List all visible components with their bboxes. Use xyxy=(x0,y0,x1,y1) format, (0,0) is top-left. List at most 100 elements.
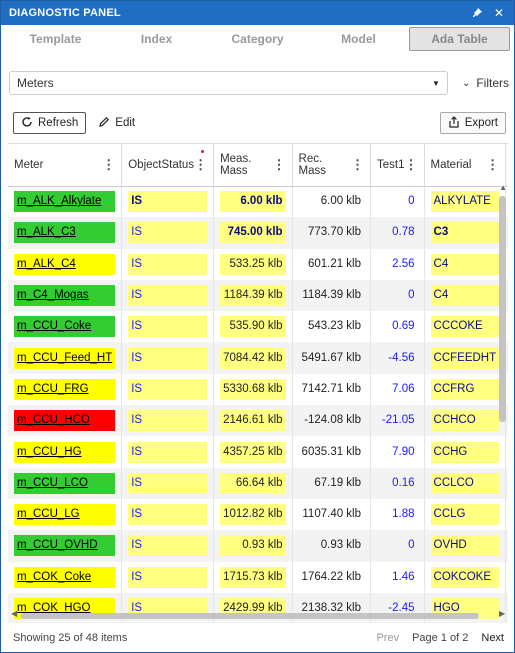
selector-row: Meters ▼ ⌄ Filters xyxy=(9,71,509,95)
column-label: Test1 xyxy=(377,158,405,171)
table-row[interactable]: m_ALK_C3 IS 745.00 klb 773.70 klb 0.78 C3 xyxy=(8,217,508,249)
tab-ada-table[interactable]: Ada Table xyxy=(409,27,510,51)
cell-empty xyxy=(505,405,508,437)
cell-rec: 601.21 klb xyxy=(292,248,372,280)
table-row[interactable]: m_ALK_Alkylate IS 6.00 klb 6.00 klb 0 ALKYLAT… xyxy=(8,186,508,218)
column-menu-icon[interactable]: ⋮ xyxy=(404,156,418,172)
rec-value: 6.00 klb xyxy=(320,195,362,208)
column-header-3[interactable]: Rec. Mass ⋮ xyxy=(292,144,372,187)
table-row[interactable]: m_C4_Mogas IS 1184.39 klb 1184.39 klb 0 C4 xyxy=(8,279,508,312)
cell-meas: 1715.73 klb xyxy=(213,561,293,593)
cell-empty xyxy=(505,279,508,312)
cell-meter: m_CCU_FRG xyxy=(8,373,123,406)
cell-meter: m_CCU_HCO xyxy=(8,405,123,437)
column-menu-icon[interactable]: ⋮ xyxy=(351,156,365,172)
meas-value: 66.64 klb xyxy=(220,472,286,494)
meter-value[interactable]: m_CCU_HG xyxy=(14,441,116,463)
horizontal-scrollbar[interactable] xyxy=(21,613,499,619)
cell-meter: m_COK_Coke xyxy=(8,561,123,593)
edit-button[interactable]: Edit xyxy=(91,112,142,134)
tab-index[interactable]: Index xyxy=(140,32,173,46)
table-row[interactable]: m_CCU_FRG IS 5330.68 klb 7142.71 klb 7.06 CCF… xyxy=(8,373,508,406)
tab-template[interactable]: Template xyxy=(29,32,82,46)
cell-status: IS xyxy=(121,467,215,499)
pin-icon[interactable] xyxy=(470,6,484,20)
cell-meter: m_CCU_Feed_HT xyxy=(8,342,123,374)
next-page-button[interactable]: Next xyxy=(481,632,504,644)
close-icon[interactable]: ✕ xyxy=(493,6,505,20)
cell-meter: m_CCU_OVHD xyxy=(8,530,123,562)
table-row[interactable]: m_COK_Coke IS 1715.73 klb 1764.22 klb 1.46 CO… xyxy=(8,561,508,593)
meter-value[interactable]: m_COK_Coke xyxy=(14,566,116,588)
scroll-thumb[interactable] xyxy=(21,613,479,619)
table-row[interactable]: m_CCU_HG IS 4357.25 klb 6035.31 klb 7.90 CCHG xyxy=(8,436,508,468)
table-row[interactable]: m_CCU_Feed_HT IS 7084.42 klb 5491.67 klb -4.… xyxy=(8,342,508,374)
export-label: Export xyxy=(464,117,498,129)
column-header-0[interactable]: Meter ⋮ xyxy=(8,144,123,187)
meter-value[interactable]: m_CCU_OVHD xyxy=(14,535,116,557)
meter-value[interactable]: m_CCU_HCO xyxy=(14,410,116,432)
table-row[interactable]: m_ALK_C4 IS 533.25 klb 601.21 klb 2.56 C4 xyxy=(8,248,508,280)
cell-status: IS xyxy=(121,498,215,531)
cell-meas: 1012.82 klb xyxy=(213,498,293,531)
cell-test1: 7.06 xyxy=(370,373,425,406)
cell-meas: 535.90 klb xyxy=(213,311,293,343)
prev-page-button[interactable]: Prev xyxy=(376,632,400,644)
table-row[interactable]: m_CCU_LG IS 1012.82 klb 1107.40 klb 1.88 CCLG xyxy=(8,498,508,531)
cell-status: IS xyxy=(121,405,215,437)
table-row[interactable]: m_CCU_Coke IS 535.90 klb 543.23 klb 0.69 CCCO… xyxy=(8,311,508,343)
object-type-select[interactable]: Meters ▼ xyxy=(9,71,448,95)
table-row[interactable]: m_CCU_OVHD IS 0.93 klb 0.93 klb 0 OVHD xyxy=(8,530,508,562)
meter-value[interactable]: m_CCU_LG xyxy=(14,504,116,526)
meter-value[interactable]: m_CCU_Feed_HT xyxy=(14,347,116,369)
table-row[interactable]: m_CCU_HCO IS 2146.61 klb -124.08 klb -21.05 C… xyxy=(8,405,508,437)
cell-material: CCLG xyxy=(424,498,507,531)
cell-status: IS xyxy=(121,311,215,343)
meter-value[interactable]: m_ALK_C4 xyxy=(14,253,116,275)
column-menu-icon[interactable]: ⋮ xyxy=(102,156,116,172)
material-value: CCCOKE xyxy=(430,316,500,338)
cell-empty xyxy=(505,467,508,499)
cell-meas: 1184.39 klb xyxy=(213,279,293,312)
meter-value[interactable]: m_CCU_Coke xyxy=(14,316,116,338)
scroll-up-icon[interactable]: ▲ xyxy=(499,183,507,192)
tab-category[interactable]: Category xyxy=(231,32,284,46)
meter-value[interactable]: m_CCU_FRG xyxy=(14,378,116,400)
filters-toggle[interactable]: ⌄ Filters xyxy=(462,76,509,90)
export-button[interactable]: Export xyxy=(439,112,506,134)
column-header-1[interactable]: ObjectStatus ⋮ xyxy=(121,144,215,187)
cell-test1: 1.88 xyxy=(370,498,425,531)
table-row[interactable]: m_CCU_LCO IS 66.64 klb 67.19 klb 0.16 CCLCO xyxy=(8,467,508,499)
meas-value: 1184.39 klb xyxy=(220,285,286,307)
cell-empty xyxy=(505,217,508,249)
tab-model[interactable]: Model xyxy=(341,32,376,46)
column-menu-icon[interactable]: ⋮ xyxy=(272,156,286,172)
column-menu-icon[interactable]: ⋮ xyxy=(194,156,208,172)
cell-empty xyxy=(505,561,508,593)
scroll-right-icon[interactable]: ▶ xyxy=(499,609,506,618)
meter-value[interactable]: m_C4_Mogas xyxy=(14,285,116,307)
column-header-5[interactable]: Material ⋮ xyxy=(424,144,507,187)
cell-rec: 6.00 klb xyxy=(292,186,372,218)
test1-value: -4.56 xyxy=(388,351,415,364)
rec-value: 773.70 klb xyxy=(307,226,362,239)
column-label: Rec. Mass xyxy=(298,152,327,177)
column-menu-icon[interactable]: ⋮ xyxy=(486,156,500,172)
refresh-button[interactable]: Refresh xyxy=(13,112,87,134)
meter-value[interactable]: m_CCU_LCO xyxy=(14,472,116,494)
status-value: IS xyxy=(128,191,208,213)
cell-empty xyxy=(505,248,508,280)
status-value: IS xyxy=(128,222,208,244)
rec-value: 7142.71 klb xyxy=(301,382,362,395)
data-grid: Meter ⋮ ObjectStatus ⋮ Meas. Mass ⋮ Rec. Mass ⋮… xyxy=(8,143,508,623)
rec-value: -124.08 klb xyxy=(304,414,362,427)
scroll-left-icon[interactable]: ◀ xyxy=(11,609,18,618)
meter-value[interactable]: m_ALK_C3 xyxy=(14,222,116,244)
column-header-6[interactable] xyxy=(505,144,508,187)
column-header-4[interactable]: Test1 ⋮ xyxy=(370,144,425,187)
meter-value[interactable]: m_ALK_Alkylate xyxy=(14,191,116,213)
vertical-scrollbar[interactable] xyxy=(499,196,506,422)
column-header-2[interactable]: Meas. Mass ⋮ xyxy=(213,144,293,187)
cell-status: IS xyxy=(121,186,215,218)
